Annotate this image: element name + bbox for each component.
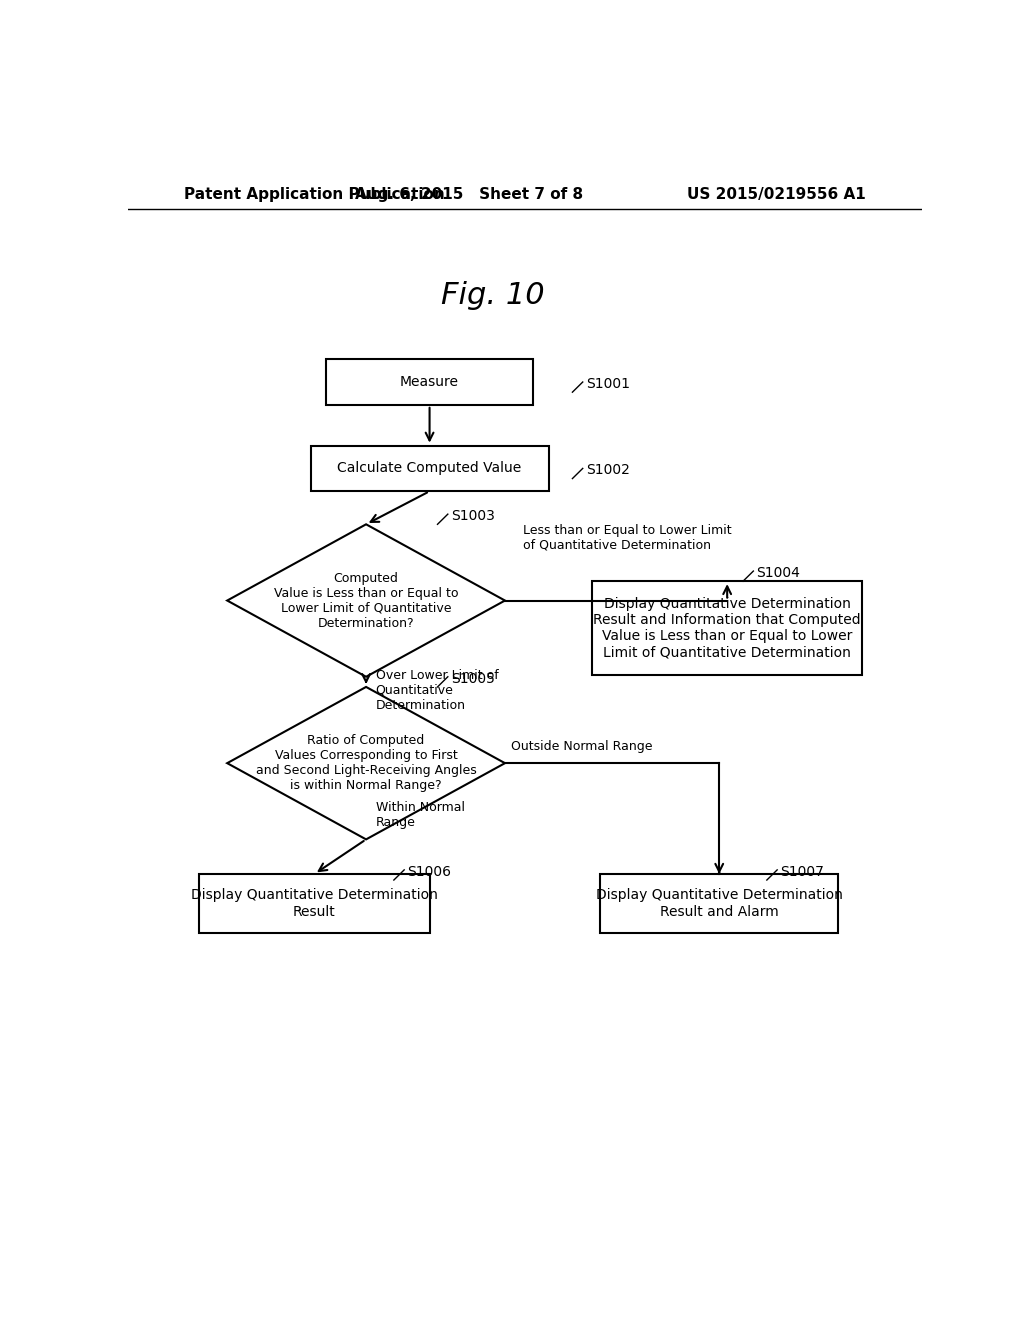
Text: S1006: S1006 xyxy=(408,865,452,879)
Text: US 2015/0219556 A1: US 2015/0219556 A1 xyxy=(687,187,866,202)
FancyBboxPatch shape xyxy=(592,581,862,675)
Text: Aug. 6, 2015   Sheet 7 of 8: Aug. 6, 2015 Sheet 7 of 8 xyxy=(355,187,584,202)
Text: S1002: S1002 xyxy=(586,463,630,478)
Text: Measure: Measure xyxy=(400,375,459,389)
Polygon shape xyxy=(227,524,505,677)
Text: S1003: S1003 xyxy=(451,510,495,523)
Text: Display Quantitative Determination
Result and Information that Computed
Value is: Display Quantitative Determination Resul… xyxy=(593,597,861,659)
Text: Display Quantitative Determination
Result: Display Quantitative Determination Resul… xyxy=(191,888,438,919)
Text: Fig. 10: Fig. 10 xyxy=(441,281,545,310)
Polygon shape xyxy=(227,686,505,840)
Text: Computed
Value is Less than or Equal to
Lower Limit of Quantitative
Determinatio: Computed Value is Less than or Equal to … xyxy=(273,572,459,630)
FancyBboxPatch shape xyxy=(327,359,532,405)
Text: S1007: S1007 xyxy=(780,865,824,879)
Text: Calculate Computed Value: Calculate Computed Value xyxy=(338,462,521,475)
Text: Patent Application Publication: Patent Application Publication xyxy=(183,187,444,202)
Text: Over Lower Limit of
Quantitative
Determination: Over Lower Limit of Quantitative Determi… xyxy=(376,669,499,711)
Text: Less than or Equal to Lower Limit
of Quantitative Determination: Less than or Equal to Lower Limit of Qua… xyxy=(523,524,732,552)
Text: S1005: S1005 xyxy=(451,672,495,686)
FancyBboxPatch shape xyxy=(600,874,839,933)
FancyBboxPatch shape xyxy=(310,446,549,491)
FancyBboxPatch shape xyxy=(200,874,430,933)
Text: Ratio of Computed
Values Corresponding to First
and Second Light-Receiving Angle: Ratio of Computed Values Corresponding t… xyxy=(256,734,476,792)
Text: Outside Normal Range: Outside Normal Range xyxy=(511,741,652,752)
Text: S1001: S1001 xyxy=(586,378,630,391)
Text: Display Quantitative Determination
Result and Alarm: Display Quantitative Determination Resul… xyxy=(596,888,843,919)
Text: Within Normal
Range: Within Normal Range xyxy=(376,801,465,829)
Text: S1004: S1004 xyxy=(757,566,801,579)
